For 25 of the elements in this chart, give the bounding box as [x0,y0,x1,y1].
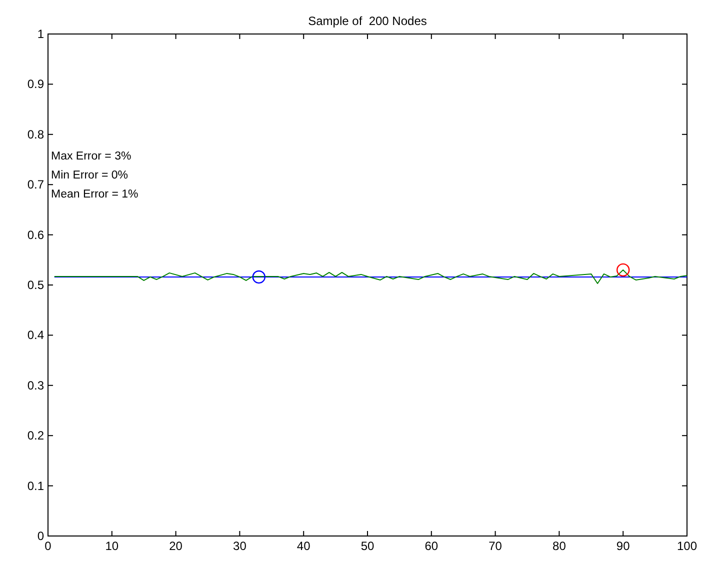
y-tick-label: 0.8 [27,127,44,142]
y-tick-label: 0.9 [27,77,44,92]
annotation: Min Error = 0% [51,170,128,182]
annotation: Max Error = 3% [51,150,132,162]
y-tick-label: 0.1 [27,478,44,493]
x-tick-label: 70 [488,539,502,553]
x-tick-label: 40 [296,539,311,553]
y-tick-label: 0.7 [27,178,44,192]
y-tick-label: 0.4 [27,328,44,342]
x-tick-label: 80 [552,539,566,553]
annotation: Mean Error = 1% [51,188,138,200]
y-tick-label: 0.5 [27,278,44,292]
x-tick-label: 50 [360,539,374,553]
x-tick-label: 90 [616,539,630,553]
x-tick-label: 30 [233,539,247,553]
y-tick-label: 0.2 [27,428,44,443]
y-tick-label: 0.3 [27,378,44,392]
x-tick-label: 20 [169,539,183,553]
y-tick-label: 0 [37,529,44,543]
chart-title: Sample of 200 Nodes [308,14,427,28]
x-tick-label: 10 [105,539,119,553]
x-tick-label: 100 [676,539,698,553]
y-tick-label: 1 [37,27,44,41]
x-tick-label: 60 [424,539,438,553]
y-tick-label: 0.6 [27,228,44,242]
